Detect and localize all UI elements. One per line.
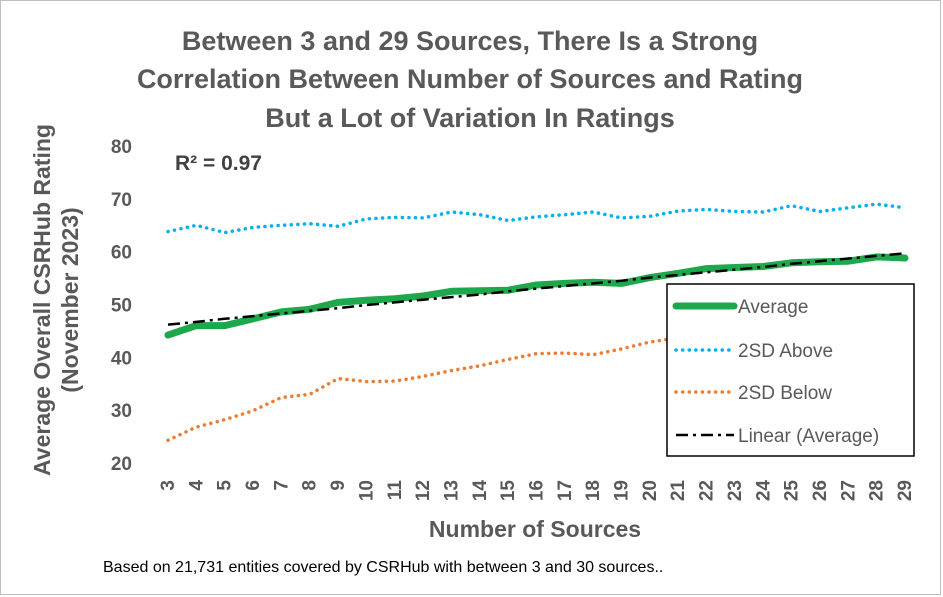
x-axis-title: Number of Sources [429, 516, 641, 542]
series-line-2sd-above [166, 202, 907, 235]
legend-label-average: Average [738, 297, 808, 318]
chart-title-line-1: Between 3 and 29 Sources, There Is a Str… [182, 26, 758, 56]
x-tick-label: 23 [725, 480, 746, 501]
x-tick-label: 12 [413, 480, 434, 501]
x-tick-label: 19 [612, 480, 633, 501]
y-axis-title-line-2: (November 2023) [57, 207, 83, 392]
legend-label-2sd-below: 2SD Below [738, 383, 832, 404]
legend-box [666, 283, 915, 457]
x-tick-label: 11 [385, 480, 406, 501]
x-tick-label: 8 [300, 480, 321, 491]
x-tick-label: 4 [186, 480, 207, 491]
r-squared-annotation: R² = 0.97 [175, 152, 262, 175]
x-tick-label: 9 [328, 480, 349, 491]
legend-label-linear-average: Linear (Average) [738, 426, 879, 447]
y-tick-label: 20 [111, 454, 132, 475]
x-tick-label: 16 [527, 480, 548, 501]
y-tick-label: 50 [111, 296, 132, 317]
x-tick-label: 29 [895, 480, 916, 501]
x-tick-label: 25 [782, 480, 803, 502]
x-tick-labels: 3 4 5 6 7 8 9 10 11 12 13 14 15 16 17 18 19 20 21 22 23 24 25 2… [158, 480, 916, 502]
x-tick-label: 27 [838, 480, 859, 501]
x-tick-label: 15 [498, 480, 519, 502]
x-tick-label: 13 [441, 480, 462, 501]
x-tick-label: 6 [243, 480, 264, 491]
x-tick-label: 18 [583, 480, 604, 501]
x-tick-label: 10 [356, 480, 377, 501]
y-axis-title-line-1: Average Overall CSRHub Rating [29, 124, 55, 476]
x-tick-label: 20 [640, 480, 661, 501]
x-tick-label: 22 [697, 480, 718, 501]
x-tick-label: 7 [271, 480, 292, 491]
y-tick-label: 30 [111, 401, 132, 422]
legend-label-2sd-above: 2SD Above [738, 341, 833, 362]
y-tick-label: 80 [111, 137, 132, 158]
y-tick-labels: 20 30 40 50 60 70 80 [111, 137, 132, 475]
x-tick-label: 5 [215, 480, 236, 491]
x-tick-label: 17 [555, 480, 576, 501]
x-tick-label: 26 [810, 480, 831, 501]
y-tick-label: 60 [111, 243, 132, 264]
y-tick-label: 40 [111, 348, 132, 369]
x-tick-label: 21 [668, 480, 689, 502]
x-tick-label: 28 [867, 480, 888, 501]
chart-title-line-2: Correlation Between Number of Sources an… [137, 64, 803, 94]
x-tick-label: 24 [753, 480, 774, 502]
x-tick-label: 14 [470, 480, 491, 502]
legend: Average 2SD Above 2SD Below Linear (Average… [666, 283, 915, 457]
series-line-linear-average [167, 252, 906, 326]
y-tick-label: 70 [111, 190, 132, 211]
x-tick-label: 3 [158, 480, 179, 491]
chart-title-line-3: But a Lot of Variation In Ratings [265, 103, 675, 133]
footnote: Based on 21,731 entities covered by CSRH… [103, 559, 663, 576]
